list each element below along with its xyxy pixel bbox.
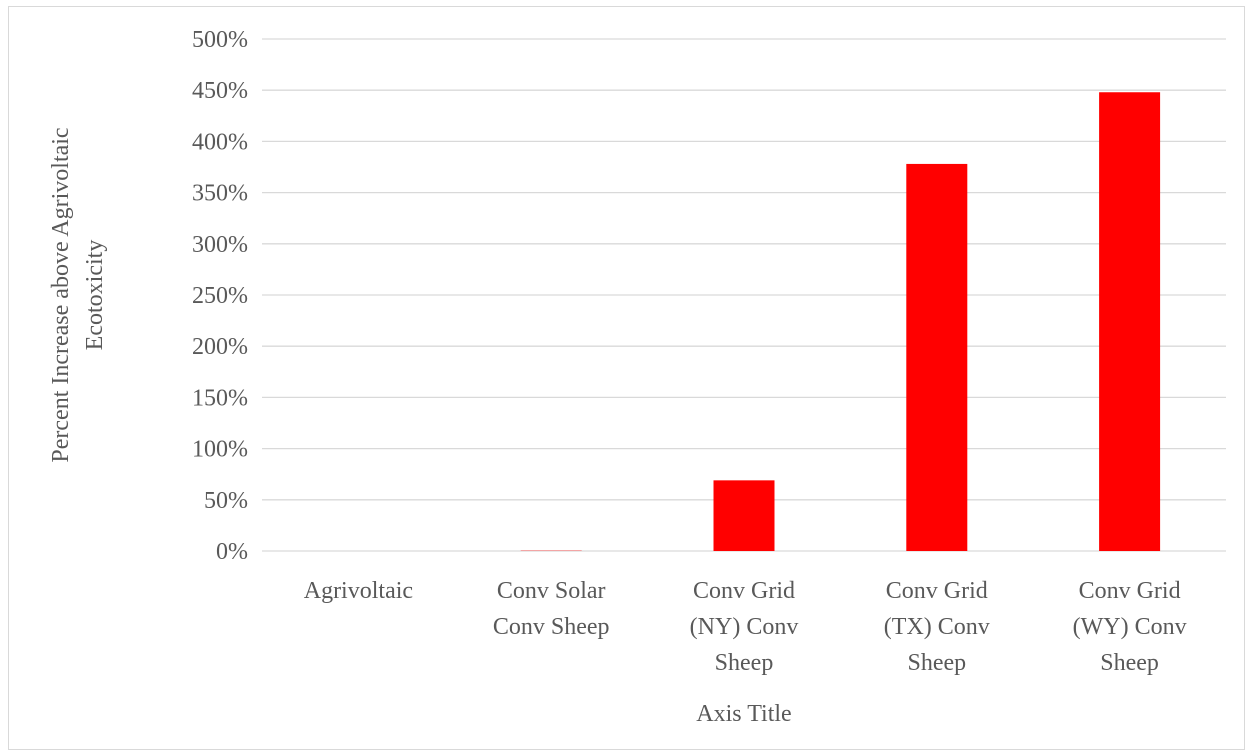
x-category-label: Conv Grid (TX) Conv Sheep xyxy=(884,578,990,676)
bar xyxy=(1099,92,1161,552)
x-category-label: Agrivoltaic xyxy=(304,578,413,604)
y-tick-label: 150% xyxy=(192,385,248,411)
bar xyxy=(713,480,775,551)
y-tick-label: 400% xyxy=(192,129,248,155)
y-tick-label: 450% xyxy=(192,78,248,104)
y-tick-label: 200% xyxy=(192,334,248,360)
y-tick-label: 100% xyxy=(192,437,248,463)
y-tick-label: 350% xyxy=(192,181,248,207)
bar xyxy=(906,163,968,552)
y-tick-label: 500% xyxy=(192,27,248,53)
y-tick-label: 0% xyxy=(216,539,248,565)
y-tick-label: 50% xyxy=(204,488,248,514)
x-category-label: Conv Grid (WY) Conv Sheep xyxy=(1073,578,1187,676)
x-axis-title: Axis Title xyxy=(696,701,791,727)
y-axis-title: Percent Increase above Agrivoltaic Ecotox… xyxy=(48,127,108,462)
x-category-label: Conv Grid (NY) Conv Sheep xyxy=(690,578,799,676)
x-category-label: Conv Solar Conv Sheep xyxy=(493,578,610,640)
y-tick-label: 300% xyxy=(192,232,248,258)
y-tick-label: 250% xyxy=(192,283,248,309)
chart-frame xyxy=(8,6,1245,750)
